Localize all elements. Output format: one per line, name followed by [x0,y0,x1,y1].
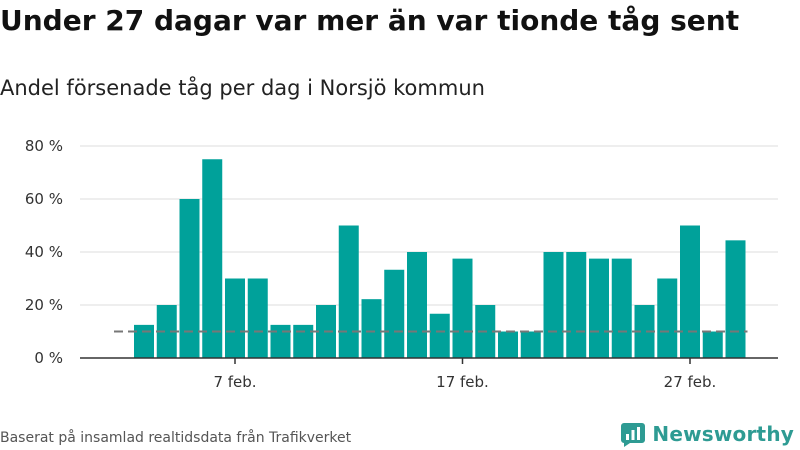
bar [725,240,746,358]
bar [520,331,541,358]
brand-name: Newsworthy [652,422,794,446]
bar [134,324,154,358]
bar-chart: 0 % 20 % 40 % 60 % 80 % 7 feb. 17 feb. 27 feb. [25,137,778,391]
y-tick-label: 0 % [34,349,63,367]
brand-logo: Newsworthy [620,421,794,447]
bar [338,225,359,358]
bar [270,324,291,358]
y-tick-label: 20 % [25,296,63,314]
bar [498,331,518,358]
bar [429,313,450,358]
bars [134,159,746,358]
y-tick-label: 40 % [25,243,63,261]
bar [452,258,473,358]
bar [611,258,632,358]
bar [156,305,177,358]
bar [657,278,678,358]
bar [225,278,245,358]
x-tick-label: 17 feb. [436,373,489,391]
bar [247,278,268,358]
chart-subtitle: Andel försenade tåg per dag i Norsjö kom… [0,76,485,100]
bar [361,299,382,358]
bar [384,269,405,358]
x-tick-label: 27 feb. [664,373,717,391]
y-tick-label: 60 % [25,190,63,208]
bar [634,305,655,358]
bar [543,252,564,358]
bar [680,225,700,358]
bar [589,258,609,358]
chart-title: Under 27 dagar var mer än var tionde tåg… [0,4,740,37]
bar [566,252,587,358]
bar [407,252,427,358]
source-note: Baserat på insamlad realtidsdata från Tr… [0,430,352,446]
newsworthy-icon [621,423,646,447]
bar [702,331,723,358]
axes: 0 % 20 % 40 % 60 % 80 % 7 feb. 17 feb. 27 feb. [25,137,778,391]
bar [202,159,223,358]
y-tick-label: 80 % [25,137,63,155]
bar [179,199,200,358]
x-tick-label: 7 feb. [213,373,256,391]
bar [293,324,314,358]
